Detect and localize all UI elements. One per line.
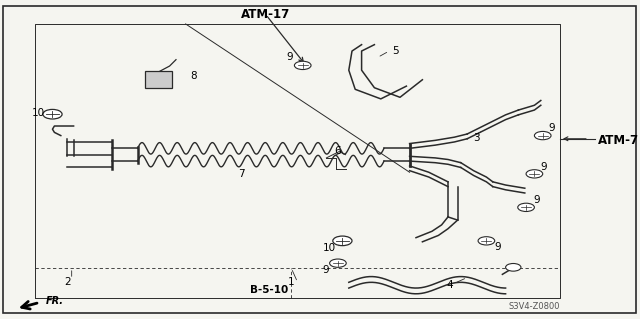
Circle shape (506, 263, 521, 271)
Text: 9: 9 (495, 242, 501, 252)
Text: 9: 9 (548, 123, 555, 133)
Text: 6: 6 (334, 145, 340, 156)
Text: 9: 9 (533, 195, 540, 205)
Text: 2: 2 (64, 277, 70, 287)
FancyBboxPatch shape (145, 71, 172, 88)
Circle shape (333, 236, 352, 246)
Text: 7: 7 (239, 169, 245, 179)
Text: 4: 4 (446, 279, 452, 290)
Text: 10: 10 (32, 108, 45, 118)
Text: 5: 5 (392, 46, 399, 56)
Circle shape (294, 61, 311, 70)
Text: 9: 9 (286, 52, 292, 63)
Circle shape (478, 237, 495, 245)
Circle shape (518, 203, 534, 211)
Text: S3V4-Z0800: S3V4-Z0800 (509, 302, 560, 311)
Circle shape (43, 109, 62, 119)
Circle shape (330, 259, 346, 267)
Circle shape (534, 131, 551, 140)
Text: ATM-17: ATM-17 (241, 8, 290, 21)
Text: 8: 8 (190, 71, 196, 81)
Text: 3: 3 (474, 133, 480, 143)
Text: ATM-7: ATM-7 (598, 134, 639, 147)
Text: 9: 9 (541, 161, 547, 172)
Text: 10: 10 (323, 243, 336, 253)
Text: 1: 1 (288, 277, 294, 287)
Circle shape (526, 170, 543, 178)
Text: B-5-10: B-5-10 (250, 285, 288, 295)
Text: FR.: FR. (46, 296, 64, 307)
Text: 9: 9 (323, 264, 329, 275)
